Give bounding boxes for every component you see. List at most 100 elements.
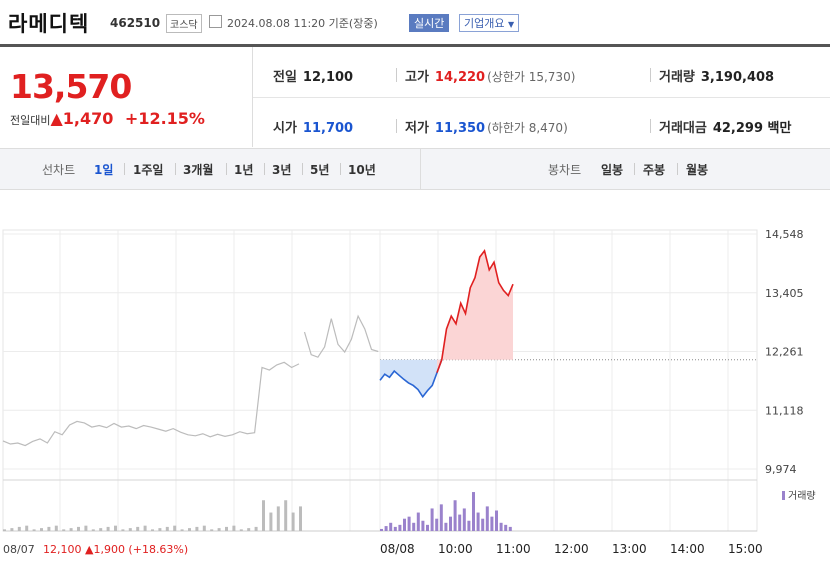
up-area [437,250,513,373]
divider [124,163,125,175]
prev-day-close-line [303,314,379,358]
volume-bar [158,528,162,531]
divider [302,163,303,175]
prev-close-label: 전일 [273,70,297,85]
volume-label: 거래량 [659,70,695,85]
volume-bar [188,528,191,531]
change-value: 1,470 [62,109,114,128]
x-tick-label: 14:00 [670,542,705,556]
tab-10y[interactable]: 10년 [348,163,376,177]
x-tick-label: 10:00 [438,542,473,556]
tab-1y[interactable]: 1년 [234,163,254,177]
y-tick-label: 14,548 [765,228,804,241]
volume-bar [202,525,206,531]
stats-panel: 전일 12,100 고가 14,220 (상한가 15,730) 거래량 3,190,4… [253,47,830,147]
volume-bar [173,525,177,531]
volume-bar [136,526,140,531]
tab-1w[interactable]: 1주일 [133,163,164,177]
volume-bar [91,529,95,531]
divider [396,68,397,82]
divider [264,163,265,175]
volume-bar [77,526,80,531]
volume-bar [389,522,393,531]
divider [634,163,635,175]
upper-limit: (상한가 15,730) [487,70,576,84]
tab-monthly[interactable]: 월봉 [686,163,709,177]
volume-bar [40,528,43,531]
volume-bar [165,526,169,531]
high-price: 고가 14,220 (상한가 15,730) [405,66,575,85]
volume-bar [462,508,466,531]
corp-info-dropdown[interactable]: 기업개요 ▼ [459,14,520,32]
volume-bar [128,528,132,531]
open-label: 시가 [273,121,297,136]
tab-bar-divider [420,149,421,189]
volume-bar [10,528,14,531]
volume-bar [225,526,228,531]
volume-bar [444,522,448,531]
realtime-button[interactable]: 실시간 [409,14,450,32]
volume-bar [403,518,406,531]
current-price: 13,570 [10,67,132,106]
volume-bar [210,529,214,531]
timestamp: 2024.08.08 11:20 기준(장중) [227,17,378,30]
prev-close-value: 12,100 [302,70,354,85]
volume-bar [499,522,503,531]
volume-bar [495,510,498,531]
header-divider [0,44,830,47]
volume-bar [490,516,494,531]
tab-1d[interactable]: 1일 [94,163,114,177]
volume-bar [430,508,434,531]
amount-label: 거래대금 [659,121,707,136]
volume-bar [485,506,489,531]
tab-5y[interactable]: 5년 [310,163,330,177]
volume-bar [508,526,512,531]
volume-bar [384,526,388,531]
stock-header: 라메디텍 462510 코스닥 2024.08.08 11:20 기준(장중) … [0,0,830,44]
volume-bar [180,529,184,531]
volume-bar [421,520,425,531]
volume-bar [407,516,411,531]
tab-3y[interactable]: 3년 [272,163,292,177]
volume-bar [262,500,265,531]
x-tick-label: 11:00 [496,542,531,556]
amount-stat: 거래대금 42,299 백만 [659,117,791,136]
stock-code: 462510 [110,16,161,30]
volume-bar [47,526,51,531]
x-tick-label: 13:00 [612,542,647,556]
tab-3m[interactable]: 3개월 [183,163,214,177]
tab-daily[interactable]: 일봉 [601,163,624,177]
high-label: 고가 [405,70,429,85]
volume-bar [393,526,397,531]
volume-bar [458,514,462,531]
tab-weekly[interactable]: 주봉 [643,163,666,177]
x-tick-label: 12:00 [554,542,589,556]
change-percent: +12.15% [124,109,205,128]
volume-bar [284,500,288,531]
volume-legend-label: 거래량 [788,490,816,502]
volume-bar [232,525,236,531]
down-line [379,359,443,399]
volume-bar [299,506,302,531]
price-box: 13,570 전일대비▲1,470 +12.15% [0,47,253,147]
volume-bar [398,524,402,531]
low-price: 저가 11,350 (하한가 8,470) [405,117,568,136]
up-arrow-icon: ▲ [50,109,63,128]
divider [226,163,227,175]
volume-bar [416,512,420,531]
chart-tab-bar: 선차트 1일 1주일 3개월 1년 3년 5년 10년 봉차트 일봉 주봉 월봉 [0,148,830,190]
volume-value: 3,190,408 [700,70,775,85]
volume-bar [412,522,416,531]
volume-bar [276,506,280,531]
open-value: 11,700 [302,121,354,136]
divider [340,163,341,175]
x-tick-label: 08/07 [3,543,35,556]
prev-close: 전일 12,100 [273,66,353,85]
price-change: 전일대비▲1,470 +12.15% [10,109,205,128]
volume-bar [62,529,66,531]
volume-bar [25,525,29,531]
divider [175,163,176,175]
x-tick-label: 08/08 [380,542,415,556]
volume-bar [151,529,154,531]
stats-divider [253,97,830,98]
